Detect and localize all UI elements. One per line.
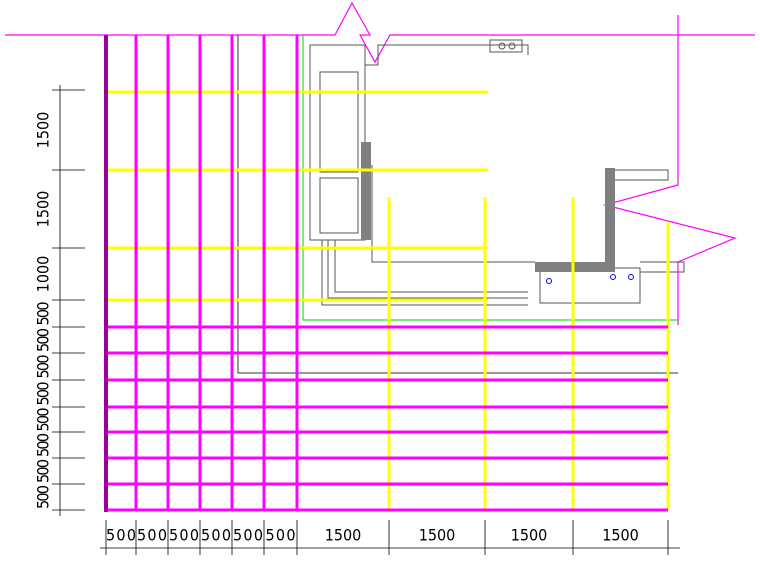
dim-label: 1000 bbox=[34, 256, 53, 293]
dim-label: 500 bbox=[34, 485, 53, 509]
dim-label: 1500 bbox=[602, 526, 639, 545]
dim-label: 1500 bbox=[34, 112, 53, 149]
dim-label: 500 bbox=[106, 526, 136, 545]
dim-label: 500 bbox=[201, 526, 231, 545]
dim-label: 500 bbox=[266, 526, 296, 545]
dim-label: 500 bbox=[34, 302, 53, 326]
dim-label: 500 bbox=[34, 459, 53, 483]
yellow-grid bbox=[106, 90, 670, 510]
dimension-lines bbox=[52, 85, 680, 555]
walls bbox=[361, 142, 615, 272]
dim-label: 500 bbox=[233, 526, 263, 545]
dim-label: 1500 bbox=[34, 191, 53, 228]
dim-label: 1500 bbox=[325, 526, 362, 545]
dim-label: 500 bbox=[137, 526, 167, 545]
dim-label: 500 bbox=[34, 382, 53, 406]
dim-label: 500 bbox=[34, 408, 53, 432]
outline bbox=[5, 1, 755, 374]
dim-label: 500 bbox=[169, 526, 199, 545]
dim-label: 1500 bbox=[419, 526, 456, 545]
magenta-grid bbox=[104, 35, 668, 512]
dim-label: 500 bbox=[34, 355, 53, 379]
dim-label: 500 bbox=[34, 328, 53, 352]
dim-label: 500 bbox=[34, 433, 53, 457]
dim-label: 1500 bbox=[511, 526, 548, 545]
